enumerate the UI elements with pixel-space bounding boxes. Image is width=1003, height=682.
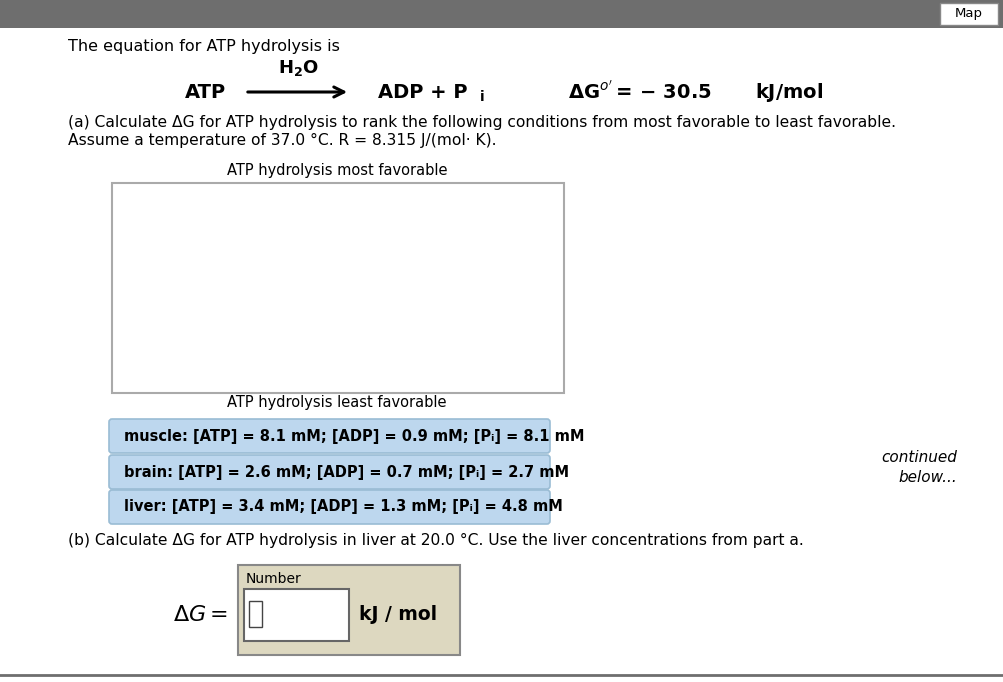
- Text: ATP hydrolysis most favorable: ATP hydrolysis most favorable: [227, 162, 446, 177]
- Text: (b) Calculate ΔG for ATP hydrolysis in liver at 20.0 °C. Use the liver concentra: (b) Calculate ΔG for ATP hydrolysis in l…: [68, 533, 803, 548]
- Text: $\mathbf{\Delta G^{\mathit{o'}} = -\,30.5}$: $\mathbf{\Delta G^{\mathit{o'}} = -\,30.…: [568, 80, 711, 103]
- Text: $\mathit{\Delta G}=$: $\mathit{\Delta G}=$: [173, 605, 228, 625]
- FancyBboxPatch shape: [109, 419, 550, 453]
- Text: Map: Map: [954, 8, 982, 20]
- FancyBboxPatch shape: [109, 455, 550, 489]
- Text: ADP + P: ADP + P: [377, 83, 467, 102]
- Text: $\mathbf{H_2O}$: $\mathbf{H_2O}$: [277, 58, 318, 78]
- Text: i: i: [479, 90, 484, 104]
- Text: The equation for ATP hydrolysis is: The equation for ATP hydrolysis is: [68, 40, 340, 55]
- Bar: [244, 589, 349, 641]
- Text: ATP hydrolysis least favorable: ATP hydrolysis least favorable: [227, 394, 446, 409]
- Bar: [249, 601, 262, 627]
- Text: liver: [ATP] = 3.4 mM; [ADP] = 1.3 mM; [Pᵢ] = 4.8 mM: liver: [ATP] = 3.4 mM; [ADP] = 1.3 mM; […: [124, 499, 563, 514]
- Text: (a) Calculate ΔG for ATP hydrolysis to rank the following conditions from most f: (a) Calculate ΔG for ATP hydrolysis to r…: [68, 115, 895, 130]
- FancyBboxPatch shape: [939, 3, 997, 25]
- Bar: [112, 183, 564, 393]
- Text: brain: [ATP] = 2.6 mM; [ADP] = 0.7 mM; [Pᵢ] = 2.7 mM: brain: [ATP] = 2.6 mM; [ADP] = 0.7 mM; […: [124, 464, 569, 479]
- FancyBboxPatch shape: [109, 490, 550, 524]
- Bar: [238, 565, 459, 655]
- Text: below...: below...: [898, 471, 956, 486]
- Text: Number: Number: [246, 572, 302, 586]
- Text: continued: continued: [881, 451, 956, 466]
- Bar: [0, 0, 1003, 28]
- Text: kJ / mol: kJ / mol: [359, 606, 436, 625]
- Text: $\mathbf{kJ / mol}$: $\mathbf{kJ / mol}$: [754, 80, 822, 104]
- Text: Assume a temperature of 37.0 °C. R = 8.315 J/(mol· K).: Assume a temperature of 37.0 °C. R = 8.3…: [68, 132, 496, 147]
- Text: muscle: [ATP] = 8.1 mM; [ADP] = 0.9 mM; [Pᵢ] = 8.1 mM: muscle: [ATP] = 8.1 mM; [ADP] = 0.9 mM; …: [124, 428, 584, 443]
- Text: ATP: ATP: [185, 83, 226, 102]
